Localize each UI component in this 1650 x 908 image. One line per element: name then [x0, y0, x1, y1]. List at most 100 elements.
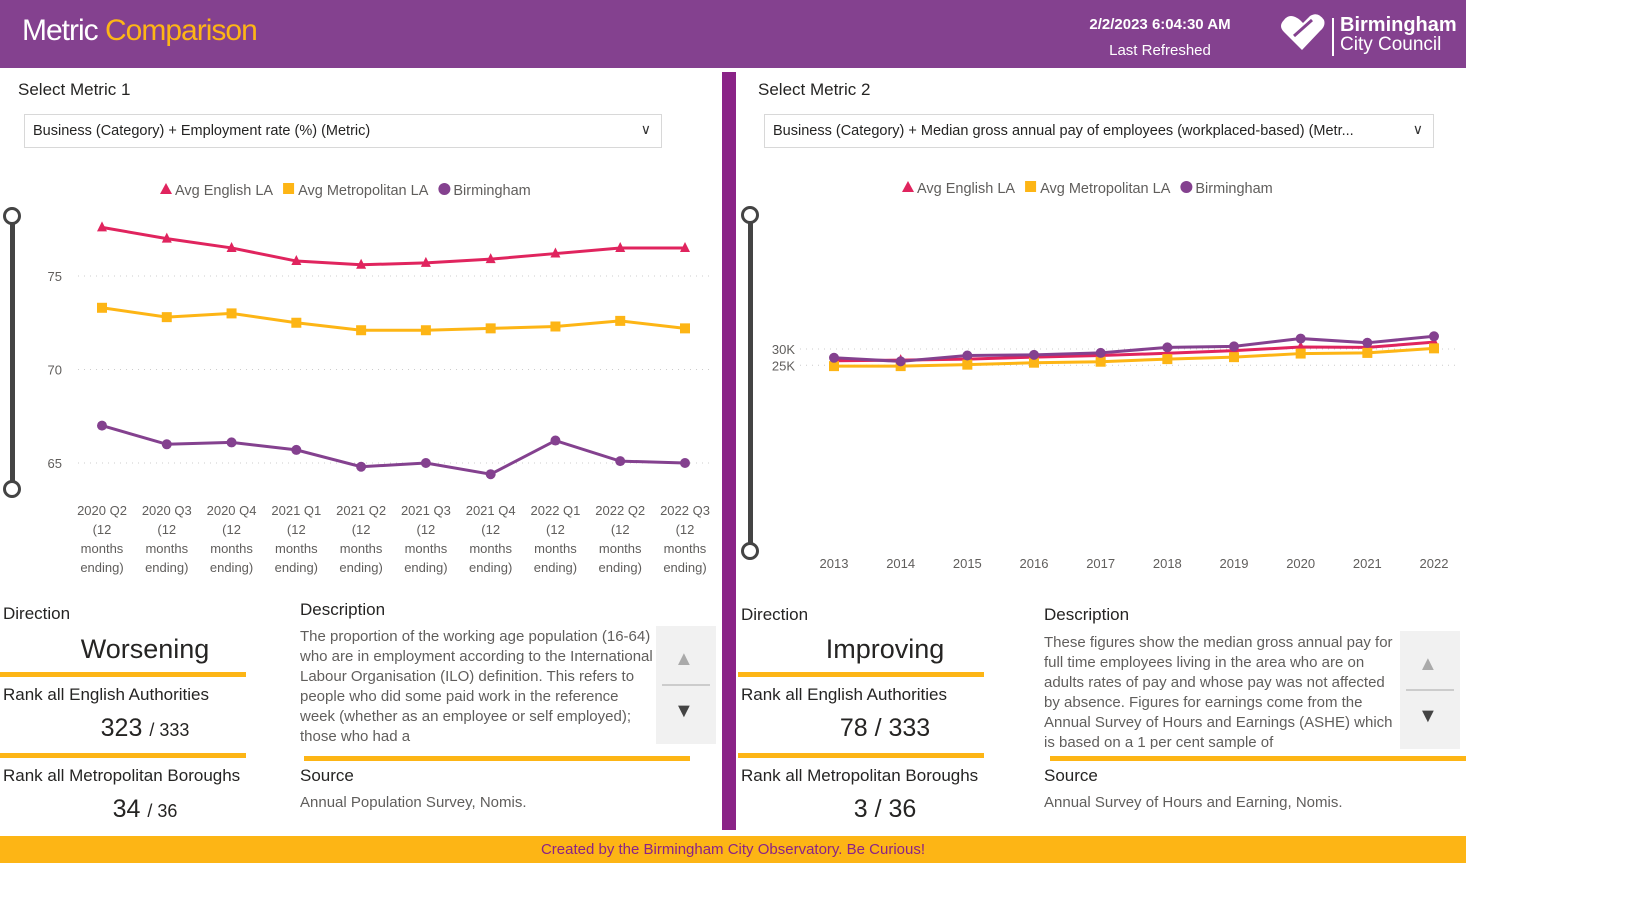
data-point	[291, 255, 302, 266]
select-metric-2-label: Select Metric 2	[758, 80, 871, 99]
zoom-slider-top-handle[interactable]	[741, 206, 759, 224]
data-point	[1295, 333, 1306, 344]
x-tick-line: (12	[546, 522, 565, 537]
series-line-birmingham	[101, 424, 686, 476]
description-scrollbar[interactable]: ▲ ▼	[656, 626, 716, 744]
rank-english: 323 / 333	[0, 714, 290, 743]
rank-english-label: Rank all English Authorities	[3, 685, 210, 704]
panel-divider	[722, 72, 736, 830]
rank-english: 78 / 333	[740, 714, 1030, 743]
zoom-slider-track[interactable]	[10, 215, 15, 489]
rank-metro-total: / 36	[874, 795, 917, 823]
x-tick-line: months	[469, 541, 512, 556]
source-label: Source	[300, 766, 354, 785]
x-tick-line: (12	[481, 522, 500, 537]
data-point	[420, 256, 431, 267]
data-point	[1229, 341, 1239, 352]
x-tick-line: 2022 Q3	[660, 503, 710, 518]
legend-square-icon	[1025, 181, 1037, 192]
data-point	[680, 241, 690, 252]
legend-label: Birmingham	[1195, 181, 1272, 197]
description-scrollbar[interactable]: ▲ ▼	[1400, 631, 1460, 749]
divider	[0, 672, 246, 677]
data-point	[1429, 331, 1439, 342]
chevron-down-icon: ∨	[640, 121, 651, 137]
zoom-slider-bottom-handle[interactable]	[3, 480, 21, 498]
scroll-up-icon[interactable]: ▲	[674, 648, 694, 670]
description-text: These figures show the median gross annu…	[1044, 634, 1393, 749]
zoom-slider-top-handle[interactable]	[3, 207, 21, 225]
x-tick-line: months	[340, 541, 383, 556]
data-point	[680, 323, 690, 334]
x-tick-label: 2017	[1086, 556, 1115, 571]
select-metric-1-label: Select Metric 1	[18, 80, 131, 99]
rank-english-total: / 333	[149, 720, 190, 740]
x-tick-line: ending)	[469, 560, 512, 575]
scroll-down-icon[interactable]: ▼	[674, 700, 694, 722]
legend-circle-icon	[1180, 181, 1193, 193]
scroll-down-icon[interactable]: ▼	[1418, 705, 1438, 727]
data-point	[1162, 342, 1173, 353]
chevron-down-icon: ∨	[1412, 121, 1423, 137]
refresh-time: 2/2/2023 6:04:30 AM	[1089, 16, 1231, 33]
zoom-slider-track[interactable]	[748, 214, 753, 551]
x-tick-line: 2020 Q4	[207, 503, 257, 518]
source-text: Annual Population Survey, Nomis.	[300, 794, 527, 811]
metric-1-value: Business (Category) + Employment rate (%…	[33, 123, 371, 139]
data-point	[161, 439, 172, 450]
divider	[304, 756, 690, 761]
x-tick-label: 2022	[1420, 556, 1449, 571]
y-tick-label: 65	[48, 456, 62, 471]
source-label: Source	[1044, 766, 1098, 785]
x-tick-line: ending)	[145, 560, 188, 575]
rank-metro-total: / 36	[147, 801, 178, 821]
data-point	[485, 253, 496, 264]
data-point	[615, 456, 626, 467]
x-tick-label: 2014	[886, 556, 915, 571]
data-point	[1429, 343, 1439, 354]
zoom-slider-bottom-handle[interactable]	[741, 542, 759, 560]
metric-2-value: Business (Category) + Median gross annua…	[773, 123, 1354, 139]
legend-square-icon	[283, 183, 295, 194]
x-tick-line: months	[599, 541, 642, 556]
rank-english-value: 78	[839, 714, 868, 742]
x-tick-label: 2015	[953, 556, 982, 571]
rank-metro-value: 34	[112, 795, 141, 823]
y-tick-label: 70	[48, 363, 62, 378]
rank-english-total: / 333	[874, 714, 931, 742]
description-label: Description	[300, 600, 386, 619]
x-tick-line: (12	[611, 522, 630, 537]
data-point	[97, 221, 107, 232]
x-tick-line: (12	[676, 522, 695, 537]
rank-metro-label: Rank all Metropolitan Boroughs	[741, 766, 979, 785]
header-bar	[0, 0, 1466, 68]
data-point	[161, 312, 172, 323]
x-tick-label: 2016	[1020, 556, 1049, 571]
series-line-avg-metropolitan-la	[101, 306, 686, 332]
description-label: Description	[1044, 605, 1130, 624]
x-tick-line: 2021 Q1	[271, 503, 321, 518]
data-point	[550, 247, 561, 258]
x-tick-line: (12	[416, 522, 435, 537]
legend-label: Avg English LA	[917, 181, 1015, 197]
data-point	[1095, 347, 1106, 358]
data-point	[97, 302, 107, 313]
series-line-avg-metropolitan-la	[834, 346, 1435, 368]
x-tick-label: 2022 Q3 (12 months ending)	[660, 503, 710, 575]
data-point	[1029, 349, 1039, 360]
divider	[0, 753, 246, 758]
x-tick-line: ending)	[534, 560, 577, 575]
scroll-up-icon[interactable]: ▲	[1418, 653, 1438, 675]
data-point	[291, 317, 302, 328]
x-tick-line: ending)	[210, 560, 253, 575]
description-text: The proportion of the working age popula…	[300, 628, 653, 745]
x-tick-line: 2022 Q2	[595, 503, 645, 518]
metric-2-dropdown[interactable]: Business (Category) + Median gross annua…	[764, 114, 1434, 148]
data-point	[420, 325, 431, 336]
chart-employment-rate: 75 70 65 2020 Q2 (12 months ending) 2020 Q3 (12 m…	[48, 183, 712, 575]
x-tick-line: ending)	[404, 560, 447, 575]
rank-metro-value: 3	[853, 795, 868, 823]
data-point	[615, 315, 626, 326]
metric-1-dropdown[interactable]: Business (Category) + Employment rate (%…	[24, 114, 662, 148]
data-point	[356, 325, 367, 336]
